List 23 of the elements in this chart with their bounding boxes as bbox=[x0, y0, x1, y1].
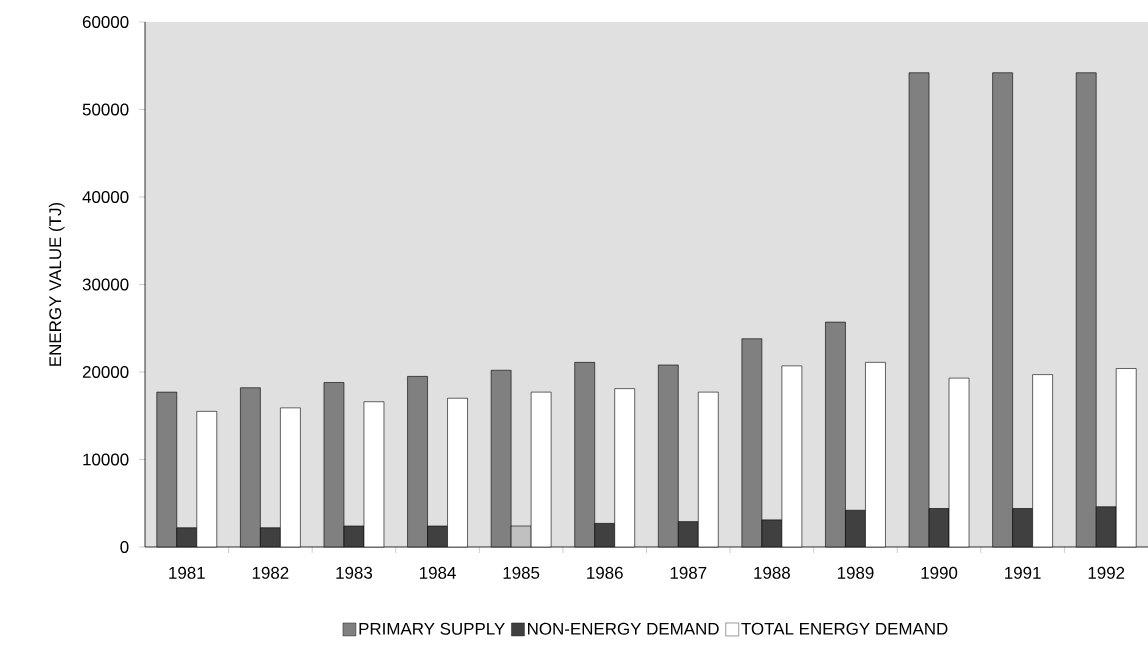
legend-label: NON-ENERGY DEMAND bbox=[528, 622, 719, 635]
y-tick-label: 30000 bbox=[82, 278, 129, 291]
legend-label: TOTAL ENERGY DEMAND bbox=[741, 622, 948, 635]
x-tick-label: 1987 bbox=[670, 566, 707, 579]
x-tick-label: 1988 bbox=[754, 566, 790, 579]
y-tick-label: 10000 bbox=[83, 453, 129, 466]
x-tick-label: 1985 bbox=[503, 566, 540, 579]
x-tick-label: 1981 bbox=[169, 566, 205, 579]
y-tick-label: 60000 bbox=[82, 15, 129, 28]
x-tick-label: 1982 bbox=[252, 566, 289, 579]
y-tick-label: 50000 bbox=[82, 103, 129, 116]
y-tick-label: 0 bbox=[120, 541, 129, 553]
y-axis-title: ENERGY VALUE (TJ) bbox=[48, 202, 65, 366]
y-tick-label: 20000 bbox=[82, 366, 129, 378]
y-tick-label: 40000 bbox=[82, 191, 129, 203]
x-tick-label: 1990 bbox=[921, 566, 958, 579]
x-tick-label: 1992 bbox=[1088, 566, 1125, 579]
x-tick-label: 1984 bbox=[420, 566, 456, 579]
x-tick-label: 1983 bbox=[336, 566, 373, 579]
x-tick-label: 1991 bbox=[1005, 566, 1041, 579]
x-tick-label: 1986 bbox=[587, 566, 623, 579]
x-tick-label: 1989 bbox=[837, 566, 874, 579]
legend-label: PRIMARY SUPPLY bbox=[359, 622, 505, 635]
